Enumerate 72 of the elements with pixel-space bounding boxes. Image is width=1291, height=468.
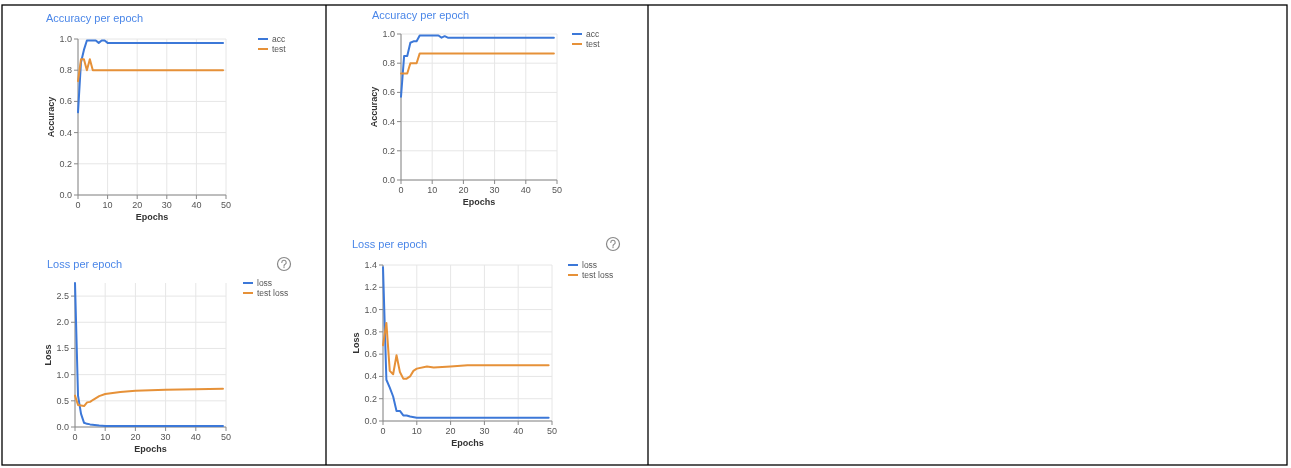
- x-tick-label: 50: [551, 185, 563, 195]
- y-tick-label: 1.5: [56, 343, 69, 354]
- x-tick-label: 10: [411, 426, 422, 436]
- legend-label: test loss: [257, 288, 289, 298]
- y-tick-label: 1.4: [364, 260, 377, 270]
- legend-label: acc: [272, 34, 286, 44]
- y-tick-label: 0.4: [382, 116, 395, 127]
- x-tick-label: 30: [489, 185, 500, 195]
- x-tick-label: 40: [520, 185, 531, 195]
- legend-label: acc: [586, 29, 600, 39]
- x-tick-label: 40: [191, 200, 202, 210]
- x-tick-label: 10: [427, 185, 438, 195]
- y-tick-label: 1.0: [364, 304, 377, 315]
- y-tick-label: 1.0: [59, 34, 72, 44]
- legend-label: loss: [582, 260, 598, 270]
- chart-title: Loss per epoch: [47, 258, 123, 270]
- x-tick-label: 40: [190, 432, 201, 442]
- y-axis-title: Loss: [43, 344, 53, 366]
- y-tick-label: 0.6: [364, 349, 377, 360]
- y-tick-label: 0.8: [59, 65, 72, 76]
- y-tick-label: 1.0: [382, 29, 395, 39]
- y-tick-label: 2.0: [56, 317, 69, 328]
- line-series: [382, 321, 550, 380]
- x-tick-label: 20: [132, 200, 143, 210]
- y-tick-label: 0.8: [382, 58, 395, 69]
- y-tick-label: 0.2: [382, 145, 395, 156]
- y-tick-label: 0.2: [59, 158, 72, 169]
- x-tick-label: 30: [161, 200, 172, 210]
- x-tick-label: 30: [160, 432, 171, 442]
- x-tick-label: 50: [220, 200, 232, 210]
- x-axis-title: Epochs: [134, 444, 167, 454]
- chart-title: Accuracy per epoch: [46, 12, 144, 24]
- y-tick-label: 0.2: [364, 393, 377, 404]
- x-tick-label: 0: [380, 426, 386, 436]
- x-tick-label: 40: [513, 426, 524, 436]
- x-tick-label: 50: [220, 432, 232, 442]
- y-tick-label: 0.0: [382, 175, 395, 185]
- x-axis-title: Epochs: [135, 212, 169, 222]
- x-tick-label: 20: [458, 185, 469, 195]
- legend-label: loss: [257, 278, 273, 288]
- y-tick-label: 2.5: [56, 291, 69, 302]
- x-tick-label: 0: [398, 185, 404, 195]
- legend-label: test: [272, 44, 287, 54]
- y-tick-label: 0.0: [56, 422, 69, 432]
- x-axis-title: Epochs: [462, 197, 496, 207]
- x-tick-label: 0: [75, 200, 81, 210]
- x-tick-label: 50: [546, 426, 558, 436]
- y-tick-label: 1.0: [56, 369, 69, 380]
- x-tick-label: 0: [72, 432, 78, 442]
- y-axis-title: Accuracy: [369, 86, 379, 128]
- y-tick-label: 0.0: [59, 190, 72, 200]
- chart-title: Loss per epoch: [352, 238, 428, 250]
- y-axis-title: Accuracy: [46, 96, 56, 138]
- legend-label: test loss: [582, 270, 614, 280]
- x-axis-title: Epochs: [451, 438, 484, 448]
- y-axis-title: Loss: [351, 332, 361, 354]
- x-tick-label: 20: [130, 432, 141, 442]
- line-series: [74, 387, 224, 408]
- y-tick-label: 1.2: [364, 282, 377, 293]
- x-tick-label: 10: [100, 432, 111, 442]
- y-tick-label: 0.0: [364, 416, 377, 426]
- x-tick-label: 10: [102, 200, 113, 210]
- y-tick-label: 0.6: [382, 87, 395, 98]
- y-tick-label: 0.8: [364, 326, 377, 337]
- y-tick-label: 0.5: [56, 395, 69, 406]
- y-tick-label: 0.4: [59, 127, 72, 138]
- y-tick-label: 0.6: [59, 96, 72, 107]
- x-tick-label: 20: [445, 426, 456, 436]
- x-tick-label: 30: [479, 426, 490, 436]
- legend-label: test: [586, 39, 601, 49]
- chart-title: Accuracy per epoch: [372, 9, 470, 21]
- y-tick-label: 0.4: [364, 371, 377, 382]
